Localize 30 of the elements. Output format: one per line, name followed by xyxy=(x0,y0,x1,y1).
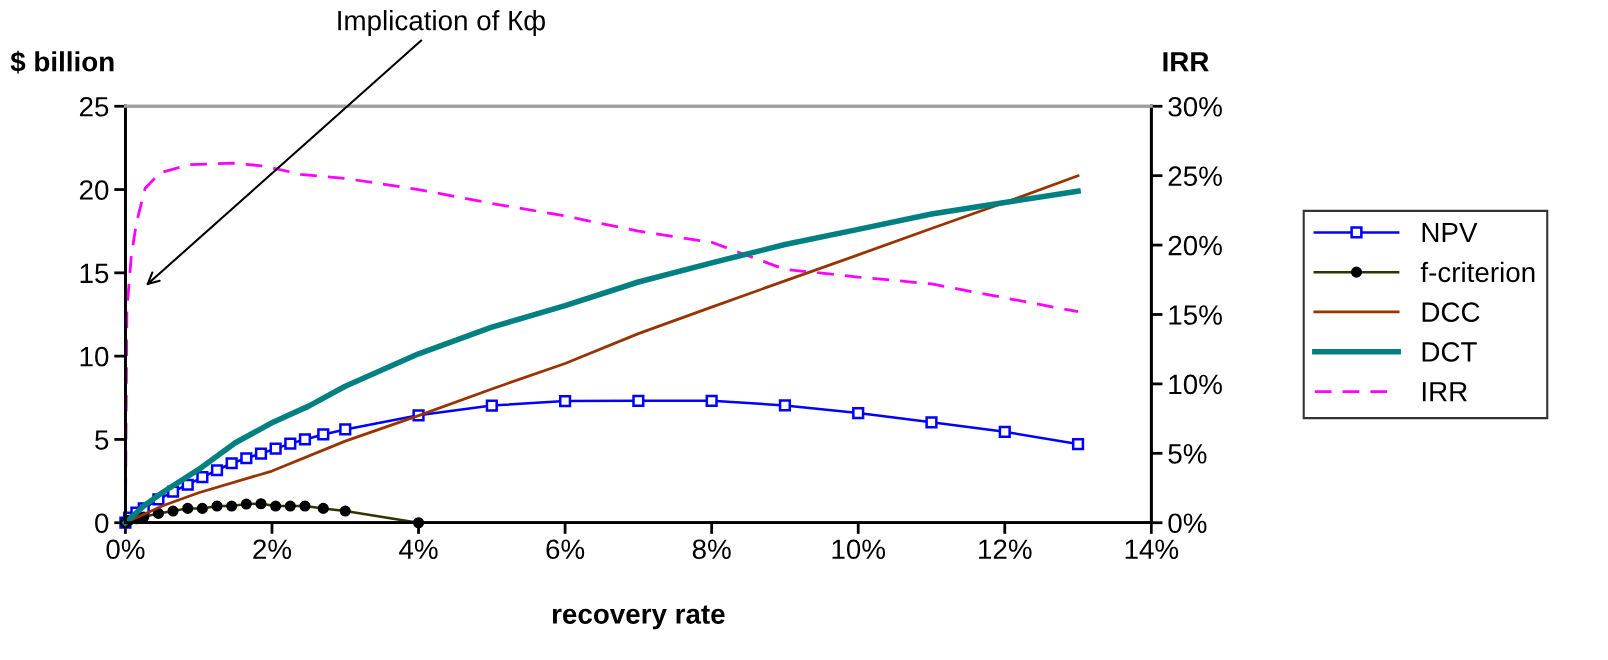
x-tick-label: 14% xyxy=(1125,539,1179,559)
y-tick-label: 0 xyxy=(95,513,109,534)
x-tick-label: 4% xyxy=(399,539,438,559)
x-tick-label: 8% xyxy=(692,539,731,560)
legend-label: f-criterion xyxy=(1420,261,1535,283)
y2-tick-label: 25% xyxy=(1168,166,1222,187)
x-tick-label: 0% xyxy=(106,539,145,560)
y2-tick-label: 5% xyxy=(1168,444,1207,464)
x-tick-label: 2% xyxy=(253,539,292,559)
x-tick-label: 6% xyxy=(546,539,585,560)
text: Implication of Кф xyxy=(338,10,545,36)
y-axis-title: $ billion xyxy=(10,50,114,74)
y2-tick-label: 15% xyxy=(1169,305,1222,325)
y-tick-label: 10 xyxy=(80,346,109,367)
y2-tick-label: 10% xyxy=(1169,374,1222,395)
legend-label: NPV xyxy=(1422,223,1478,243)
legend-label: IRR xyxy=(1422,382,1467,402)
x-tick-label: 10% xyxy=(832,539,886,560)
y-tick-label: 25 xyxy=(79,96,109,117)
x-axis-title: recovery rate xyxy=(552,605,725,630)
y-tick-label: 20 xyxy=(79,180,109,200)
legend-label: DCC xyxy=(1422,302,1480,322)
legend-label: DCT xyxy=(1422,342,1477,362)
y2-tick-label: 20% xyxy=(1168,235,1222,256)
y-tick-label: 5 xyxy=(95,430,109,450)
y2-tick-label: 30% xyxy=(1168,96,1222,117)
x-tick-label: 12% xyxy=(979,539,1032,559)
y2-tick-label: 0% xyxy=(1168,513,1207,534)
y-tick-label: 15 xyxy=(80,263,109,284)
y2-axis-title: IRR xyxy=(1163,52,1209,72)
